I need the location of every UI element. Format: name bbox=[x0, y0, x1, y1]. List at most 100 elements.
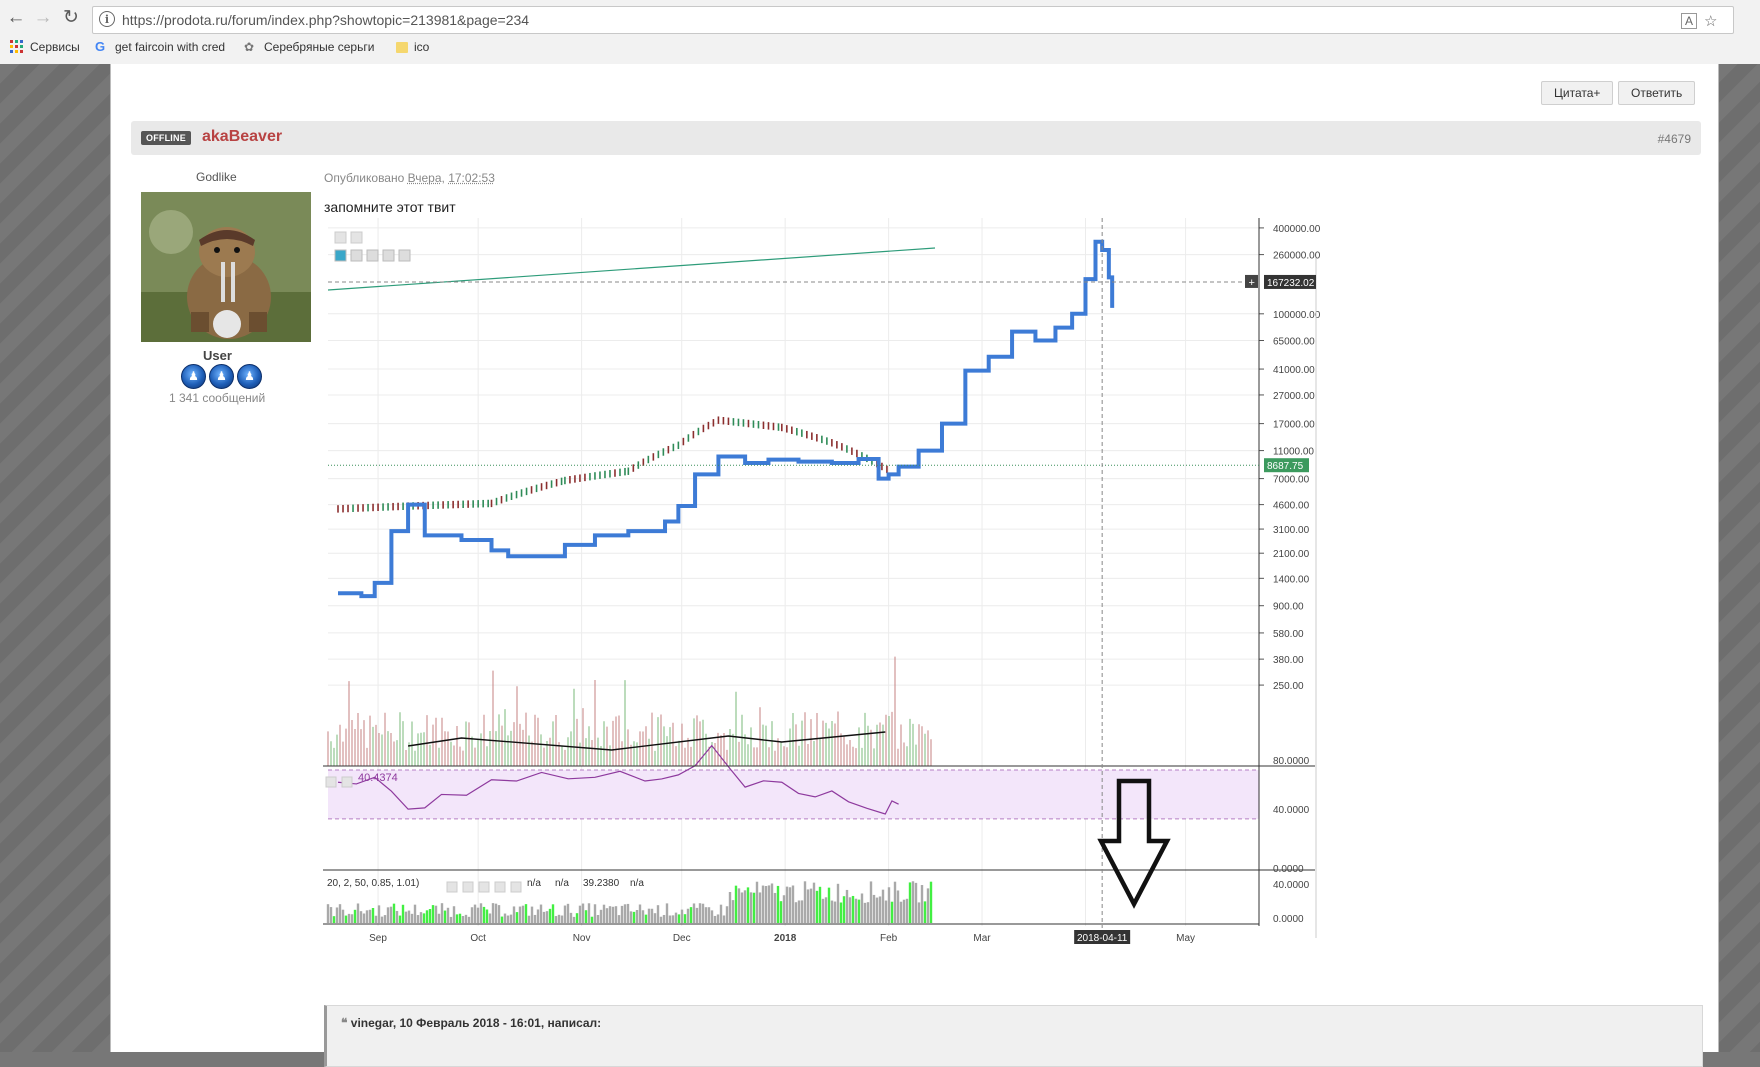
bookmark-label: Сервисы bbox=[30, 40, 80, 54]
rsi-band bbox=[328, 770, 1259, 819]
candlestick-series bbox=[337, 416, 888, 513]
medal-icon: ♟ bbox=[209, 364, 234, 389]
price-tick-label: 1400.00 bbox=[1273, 574, 1310, 585]
bookmark-label: get faircoin with cred bbox=[115, 40, 226, 54]
quote-block: ❝ vinegar, 10 Февраль 2018 - 16:01, напи… bbox=[324, 1005, 1703, 1067]
quote-icon: ❝ bbox=[341, 1016, 351, 1030]
browser-chrome: ← → ↻ i https://prodota.ru/forum/index.p… bbox=[0, 0, 1760, 65]
panel-toolbar-icon bbox=[478, 881, 490, 893]
published-day: Вчера bbox=[407, 171, 442, 185]
x-tick-label: Oct bbox=[470, 933, 486, 944]
panel-toolbar-icon bbox=[341, 776, 353, 788]
price-chart[interactable]: 400000.00 260000.00 100000.00 65000.00 41000… bbox=[323, 218, 1463, 1048]
price-tick-label: 100000.00 bbox=[1273, 310, 1321, 321]
crosshair-date-box bbox=[1074, 930, 1131, 944]
post-body-text: запомните этот твит bbox=[324, 199, 456, 215]
bookmark-label: ico bbox=[414, 40, 430, 54]
price-tick-label: 3100.00 bbox=[1273, 525, 1310, 536]
url-text[interactable]: https://prodota.ru/forum/index.php?showt… bbox=[122, 12, 529, 28]
plus-icon: + bbox=[1249, 277, 1255, 289]
crosshair-plus-box bbox=[1245, 274, 1258, 288]
rsi-value-label: 40.4374 bbox=[358, 772, 398, 784]
last-price-box bbox=[1264, 458, 1309, 473]
medal-icon: ♟ bbox=[181, 364, 206, 389]
indicator-panel bbox=[326, 881, 933, 923]
chart-labels: 40.4374 20, 2, 50, 0.85, 1.01) n/a n/a 39.23… bbox=[327, 772, 644, 889]
folder-icon bbox=[396, 41, 408, 53]
rsi-tick-label: 80.0000 bbox=[1273, 756, 1310, 767]
user-medals: ♟ ♟ ♟ bbox=[181, 364, 262, 389]
x-tick-label: May bbox=[1176, 933, 1195, 944]
info-icon[interactable]: i bbox=[99, 11, 115, 27]
published-time: 17:02:53 bbox=[448, 171, 495, 185]
price-tick-label: 4600.00 bbox=[1273, 501, 1310, 512]
avatar[interactable] bbox=[141, 192, 311, 342]
crosshair-date-label: 2018-04-11 bbox=[1077, 933, 1128, 944]
quote-plus-button[interactable]: Цитата+ bbox=[1541, 81, 1614, 105]
price-tick-label: 380.00 bbox=[1273, 655, 1304, 666]
price-tick-label: 17000.00 bbox=[1273, 420, 1315, 431]
price-tick-label: 250.00 bbox=[1273, 681, 1304, 692]
post-author[interactable]: akaBeaver bbox=[202, 128, 283, 145]
url-host: https://prodota.ru bbox=[122, 12, 228, 28]
post-header: OFFLINE akaBeaver #4679 bbox=[131, 121, 1701, 155]
x-tick-label: Nov bbox=[573, 933, 591, 944]
forward-arrow-icon[interactable]: → bbox=[33, 7, 53, 28]
chart-toolbar-icon bbox=[382, 249, 395, 262]
panel-toolbar-icon bbox=[462, 881, 474, 893]
rsi-panel bbox=[328, 744, 1259, 820]
price-tick-label: 65000.00 bbox=[1273, 337, 1315, 348]
indicator-value-label: n/a bbox=[527, 878, 541, 889]
indicator-params-label: 20, 2, 50, 0.85, 1.01) bbox=[327, 878, 419, 889]
page-background-right bbox=[1718, 64, 1760, 1052]
chart-toolbar-icon bbox=[350, 249, 363, 262]
x-tick-label: Sep bbox=[369, 933, 387, 944]
price-tick-label: 11000.00 bbox=[1273, 447, 1314, 458]
panel-toolbar-icon bbox=[510, 881, 522, 893]
translate-icon[interactable]: A bbox=[1681, 13, 1697, 29]
quote-header-text: vinegar, 10 Февраль 2018 - 16:01, написа… bbox=[350, 1016, 602, 1030]
address-bar[interactable]: i https://prodota.ru/forum/index.php?sho… bbox=[92, 6, 1734, 34]
page-background-left bbox=[0, 64, 110, 1052]
bookmark-ico[interactable]: ico bbox=[396, 40, 429, 54]
chart-toolbar-icon bbox=[398, 249, 411, 262]
bookmark-earrings[interactable]: ✿ Серебряные серьги bbox=[244, 40, 376, 54]
post-meta: Опубликовано Вчера, 17:02:53 bbox=[324, 171, 495, 185]
bookmark-services[interactable]: Сервисы bbox=[10, 40, 80, 54]
x-tick-label: Mar bbox=[973, 933, 991, 944]
volume-ma-line bbox=[407, 731, 886, 751]
volume-bars bbox=[327, 656, 932, 766]
post-number-link[interactable]: #4679 bbox=[1657, 132, 1691, 146]
reload-icon[interactable]: ↻ bbox=[63, 7, 79, 28]
last-price-label: 8687.75 bbox=[1267, 461, 1304, 472]
crosshair-price-label: 167232.02 bbox=[1267, 278, 1315, 289]
indicator-value-label: n/a bbox=[630, 878, 644, 889]
status-badge: OFFLINE bbox=[141, 131, 191, 145]
x-tick-label: 2018 bbox=[774, 933, 797, 944]
star-icon[interactable]: ☆ bbox=[1704, 13, 1718, 30]
back-arrow-icon[interactable]: ← bbox=[6, 7, 26, 28]
x-tick-label: Feb bbox=[880, 933, 898, 944]
published-label: Опубликовано bbox=[324, 171, 405, 185]
price-line bbox=[338, 239, 1115, 599]
x-tick-label: Dec bbox=[673, 933, 691, 944]
chart-toolbar-icon bbox=[334, 249, 347, 262]
avatar-image bbox=[141, 192, 311, 342]
indicator-value-label: 39.2380 bbox=[583, 878, 620, 889]
trend-line bbox=[327, 247, 936, 291]
panel-toolbar-icon bbox=[325, 776, 337, 788]
indicator-tick-label: 40.0000 bbox=[1273, 880, 1310, 891]
chart-toolbar-icon bbox=[334, 231, 347, 244]
panel-toolbar-icon bbox=[494, 881, 506, 893]
quote-header: ❝ vinegar, 10 Февраль 2018 - 16:01, напи… bbox=[341, 1016, 601, 1030]
published-sep: , bbox=[441, 171, 449, 185]
price-series bbox=[338, 239, 1115, 599]
reply-button[interactable]: Ответить bbox=[1618, 81, 1696, 105]
bookmark-label: Серебряные серьги bbox=[264, 40, 375, 54]
chart-toolbar-icon bbox=[366, 249, 379, 262]
user-rank: Godlike bbox=[196, 170, 237, 184]
bookmark-faircoin[interactable]: G get faircoin with cred bbox=[95, 40, 231, 55]
price-tick-label: 41000.00 bbox=[1273, 365, 1315, 376]
rsi-tick-label: 0.0000 bbox=[1273, 864, 1304, 875]
chart-toolbar-icon bbox=[350, 231, 363, 244]
